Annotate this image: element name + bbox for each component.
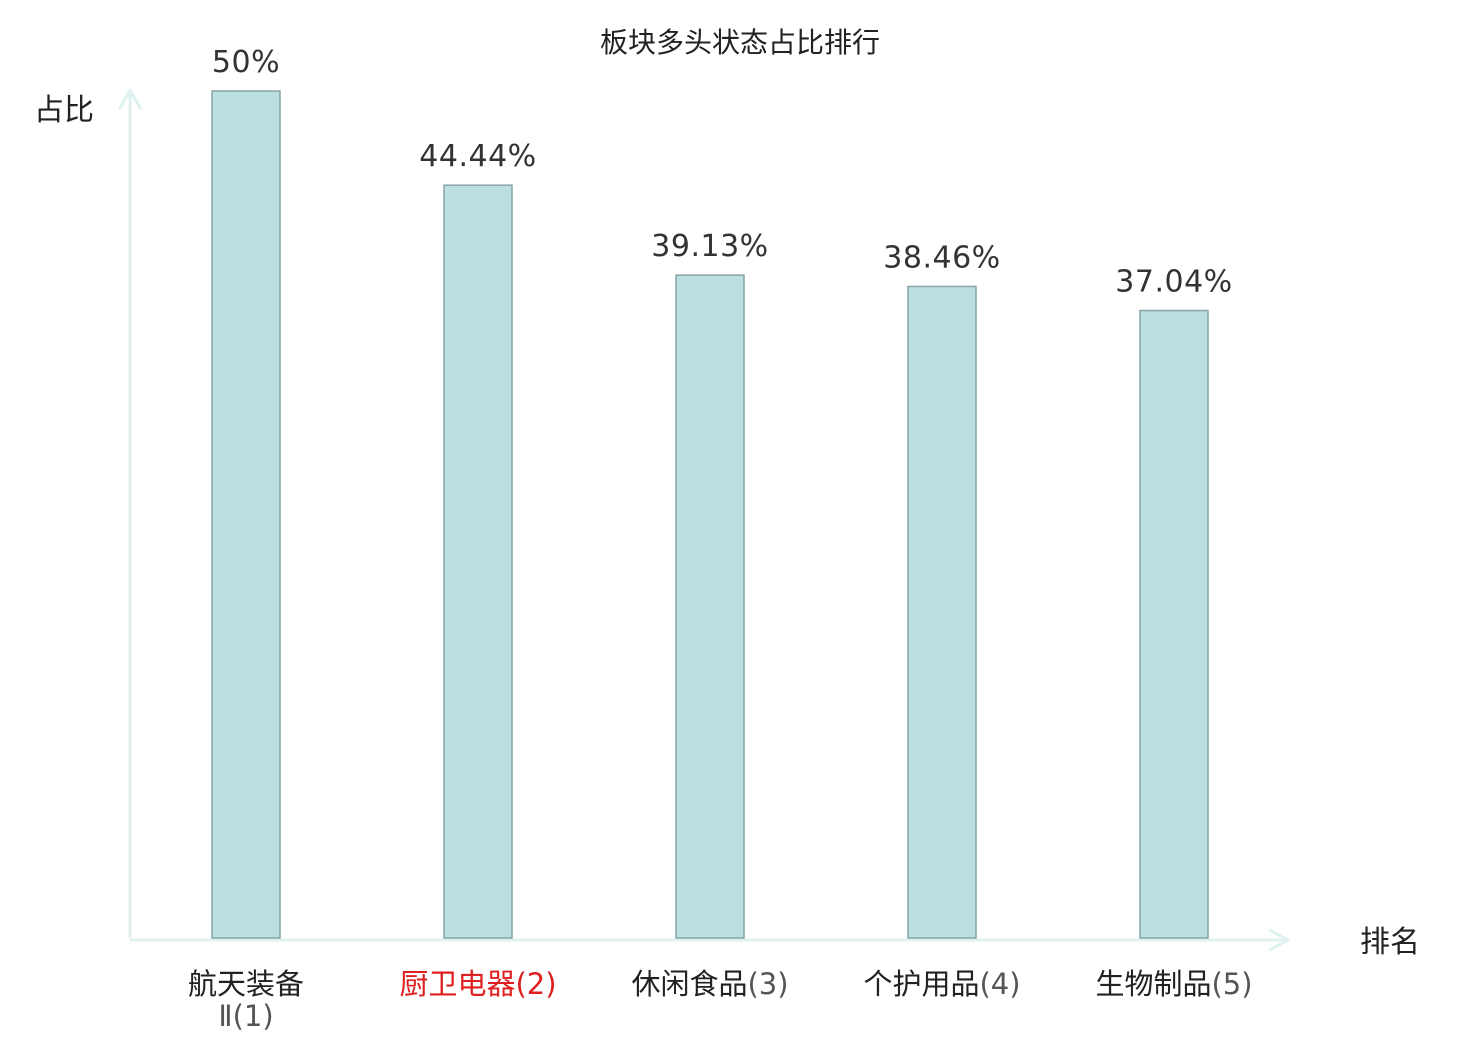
bar <box>675 274 745 939</box>
value-labels: 50% 44.44% 39.13% 38.46% 37.04% <box>212 45 1232 300</box>
x-tick-name: 个护用品 <box>863 967 979 1001</box>
x-tick-label: 航天装备 <box>188 967 304 1001</box>
x-tick-name: 休闲食品 <box>631 967 747 1001</box>
x-axis: 排名 <box>130 925 1420 960</box>
y-axis-arrow-icon <box>118 88 142 110</box>
x-tick-label-line2: Ⅱ(1) <box>218 999 273 1033</box>
bar <box>211 90 281 939</box>
y-axis: 占比 <box>34 88 142 938</box>
x-axis-label: 排名 <box>1360 925 1420 960</box>
x-tick-rank: (1) <box>233 999 274 1033</box>
x-tick-rank: (3) <box>747 967 788 1001</box>
y-axis-label: 占比 <box>34 93 94 128</box>
x-tick-rank: (2) <box>515 967 556 1001</box>
bar-value-label: 38.46% <box>883 240 1000 275</box>
bar-value-label: 44.44% <box>419 139 536 174</box>
x-axis-arrow-icon <box>1268 928 1290 952</box>
x-tick-rank: (5) <box>1211 967 1252 1001</box>
bar-series <box>211 90 1209 939</box>
bar <box>1139 309 1209 939</box>
x-tick-label: 厨卫电器(2) <box>399 967 556 1001</box>
x-tick-name: 厨卫电器 <box>399 967 515 1001</box>
x-tick-label: 休闲食品(3) <box>631 967 788 1001</box>
chart-title: 板块多头状态占比排行 <box>600 26 880 59</box>
x-tick-name: 航天装备 <box>188 967 304 1001</box>
bar <box>907 285 977 939</box>
bar-value-label: 39.13% <box>651 229 768 264</box>
x-tick-name-suffix: Ⅱ <box>218 999 232 1033</box>
x-tick-label: 个护用品(4) <box>863 967 1020 1001</box>
x-tick-name: 生物制品 <box>1095 967 1211 1001</box>
x-tick-label: 生物制品(5) <box>1095 967 1252 1001</box>
x-tick-rank: (4) <box>979 967 1020 1001</box>
bar <box>443 184 513 939</box>
bar-value-label: 50% <box>212 45 280 80</box>
bar-value-label: 37.04% <box>1115 265 1232 300</box>
